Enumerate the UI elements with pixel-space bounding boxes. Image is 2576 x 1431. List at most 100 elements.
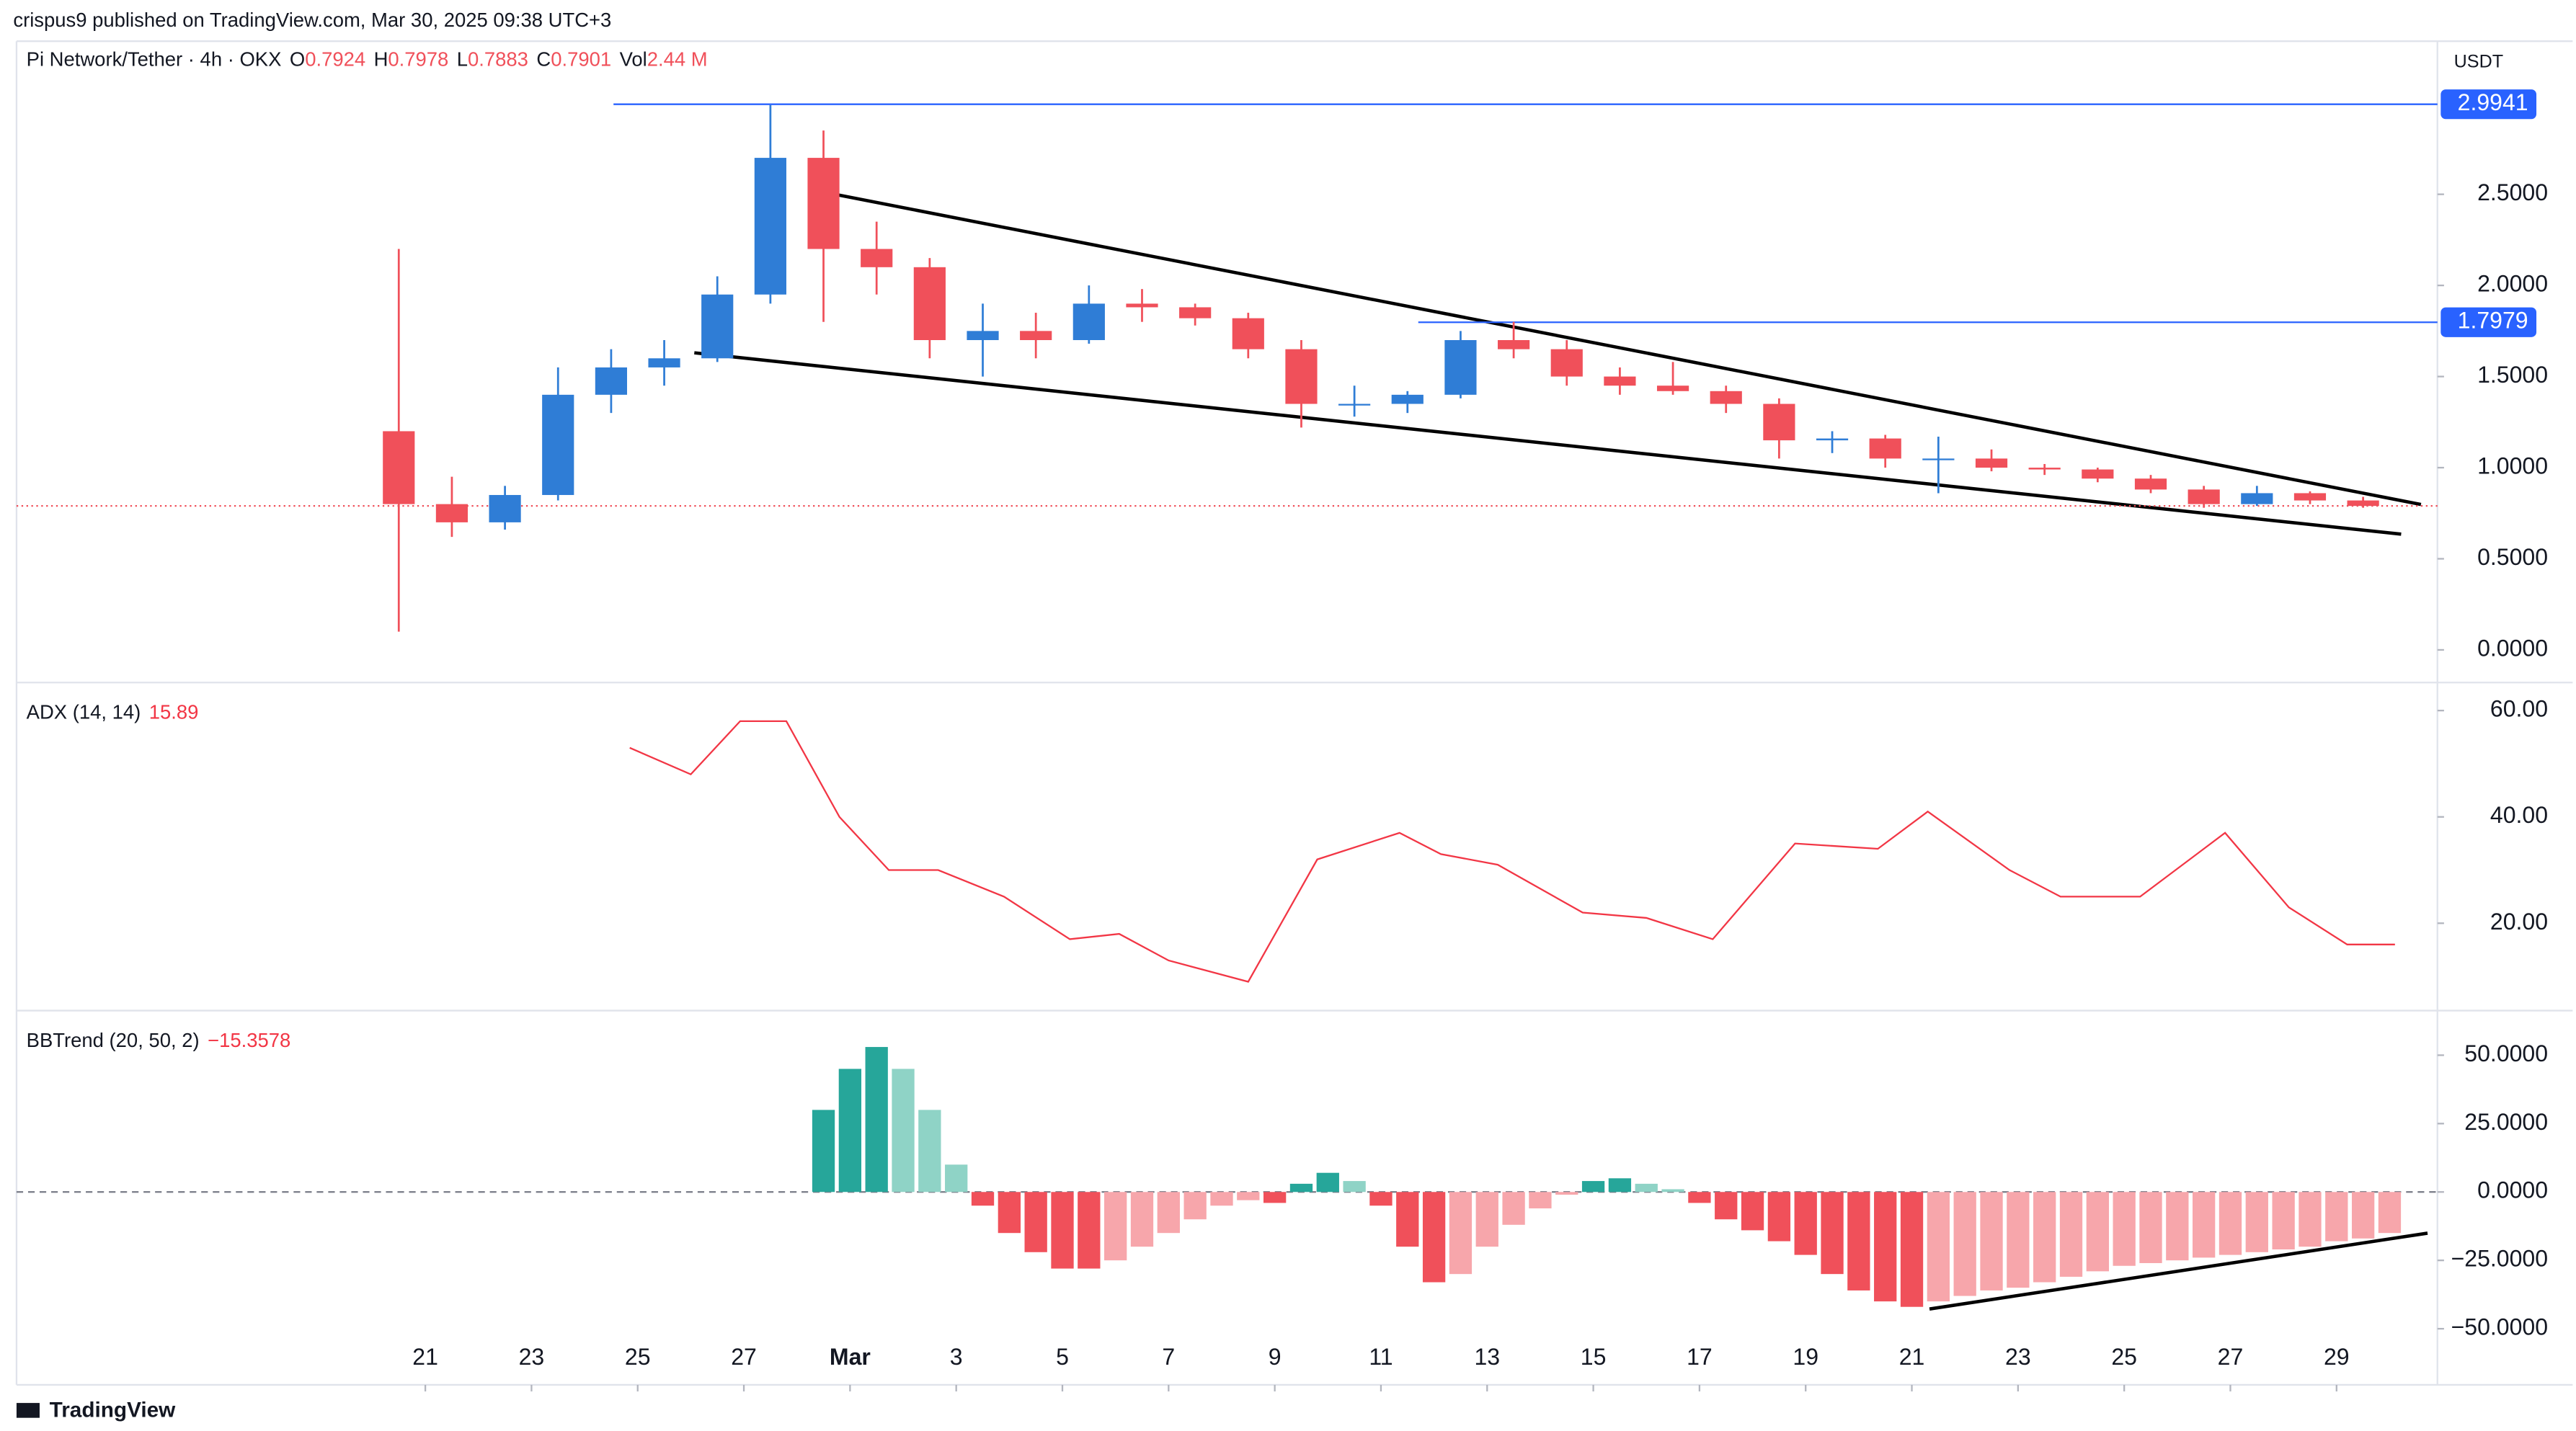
x-tick-label: 5 bbox=[1056, 1344, 1069, 1370]
bbtrend-bar bbox=[2059, 1192, 2083, 1277]
y-tick-label: 1.0000 bbox=[2477, 453, 2548, 479]
pane-legend: BBTrend (20, 50, 2) −15.3578 bbox=[27, 1029, 291, 1051]
candle-body bbox=[1710, 391, 1742, 404]
bbtrend-bar bbox=[1502, 1192, 1525, 1225]
bbtrend-bar bbox=[2219, 1192, 2242, 1255]
bbtrend-bar bbox=[1024, 1192, 1047, 1252]
x-tick-label: 23 bbox=[519, 1344, 545, 1370]
trend-line bbox=[694, 351, 2402, 536]
bbtrend-bar bbox=[1555, 1192, 1578, 1195]
bbtrend-bar bbox=[1874, 1192, 1897, 1302]
candle-body bbox=[1763, 404, 1795, 441]
bbtrend-bar bbox=[2007, 1192, 2030, 1288]
y-tick-label: 20.00 bbox=[2490, 909, 2548, 935]
candle-body bbox=[2293, 493, 2327, 501]
bbtrend-bar bbox=[1953, 1192, 1976, 1296]
pane-legend: Pi Network/Tether · 4h · OKX O0.7924 H0.79… bbox=[27, 48, 708, 71]
bbtrend-bar bbox=[1449, 1192, 1473, 1275]
bbtrend-bar bbox=[1529, 1192, 1552, 1209]
bbtrend-bar bbox=[2299, 1192, 2322, 1247]
bbtrend-bar bbox=[2193, 1192, 2216, 1258]
x-tick-label: 29 bbox=[2324, 1344, 2350, 1370]
x-tick-label: 27 bbox=[2218, 1344, 2244, 1370]
logo-text: TradingView bbox=[50, 1398, 176, 1422]
bbtrend-bar bbox=[1183, 1192, 1207, 1220]
candle-body bbox=[1285, 349, 1318, 404]
x-tick-label: 27 bbox=[731, 1344, 757, 1370]
trend-line bbox=[835, 192, 2422, 507]
candle-body bbox=[2347, 500, 2379, 507]
candle-body bbox=[1444, 339, 1477, 395]
bbtrend-bar bbox=[1741, 1192, 1764, 1231]
x-tick-label: 13 bbox=[1474, 1344, 1500, 1370]
legend-key: L bbox=[457, 48, 468, 71]
bbtrend-bar bbox=[1661, 1189, 1684, 1192]
candle-body bbox=[2028, 468, 2061, 470]
bbtrend-bar bbox=[1715, 1192, 1738, 1220]
candle-body bbox=[435, 504, 468, 522]
candle-body bbox=[701, 294, 734, 359]
currency: USDT bbox=[2454, 52, 2503, 72]
candle-body bbox=[807, 158, 840, 249]
x-tick-label: 17 bbox=[1687, 1344, 1713, 1370]
candle-body bbox=[1232, 318, 1264, 349]
bbtrend-bar bbox=[1289, 1183, 1313, 1192]
bbtrend-bar bbox=[2351, 1192, 2375, 1239]
bbtrend-bar bbox=[812, 1110, 835, 1192]
x-tick-label: 11 bbox=[1369, 1344, 1393, 1370]
bbtrend-bar bbox=[2272, 1192, 2295, 1249]
x-tick-label: 23 bbox=[2005, 1344, 2031, 1370]
x-tick-label: Mar bbox=[830, 1344, 871, 1370]
y-tick-label: 2.5000 bbox=[2477, 179, 2548, 205]
bbtrend-bar bbox=[1237, 1192, 1260, 1200]
candle-body bbox=[489, 494, 521, 522]
y-tick-label: 1.5000 bbox=[2477, 362, 2548, 388]
pane-title: BBTrend (20, 50, 2) bbox=[27, 1029, 200, 1051]
y-tick-label: 60.00 bbox=[2490, 696, 2548, 722]
bbtrend-bar bbox=[2086, 1192, 2109, 1272]
candle-body bbox=[2188, 489, 2220, 504]
y-tick-label: 50.0000 bbox=[2464, 1040, 2548, 1066]
bbtrend-bar bbox=[945, 1164, 968, 1192]
candle-body bbox=[861, 249, 893, 267]
candle-body bbox=[1975, 458, 2008, 468]
bbtrend-bar bbox=[1900, 1192, 1924, 1307]
bbtrend-bar bbox=[2113, 1192, 2136, 1266]
bbtrend-bar bbox=[2245, 1192, 2268, 1252]
candle-body bbox=[1869, 438, 1901, 459]
x-tick-label: 25 bbox=[2111, 1344, 2137, 1370]
last-value: −15.3578 bbox=[208, 1029, 290, 1051]
y-tick-label: 0.0000 bbox=[2477, 635, 2548, 661]
legend-value: 0.7924 bbox=[305, 48, 365, 71]
bbtrend-bar bbox=[1475, 1192, 1498, 1247]
bbtrend-bar bbox=[1847, 1192, 1870, 1290]
candle-body bbox=[1391, 394, 1424, 404]
price-label-bg bbox=[2440, 89, 2537, 120]
price-label: 2.9941 bbox=[2458, 89, 2528, 115]
y-tick-label: 25.0000 bbox=[2464, 1109, 2548, 1135]
y-tick-label: 0.0000 bbox=[2477, 1177, 2548, 1203]
bbtrend-bar bbox=[1369, 1192, 1393, 1206]
legend-value: 0.7901 bbox=[551, 48, 611, 71]
bbtrend-bar bbox=[865, 1047, 888, 1192]
bbtrend-bar bbox=[1794, 1192, 1817, 1255]
candle-body bbox=[1604, 376, 1636, 386]
candle-body bbox=[648, 358, 680, 367]
price-label-bg bbox=[2440, 307, 2537, 337]
bbtrend-bar bbox=[1927, 1192, 1950, 1302]
candle-body bbox=[542, 394, 574, 495]
legend-key: H bbox=[374, 48, 388, 71]
bbtrend-bar bbox=[892, 1069, 915, 1192]
bbtrend-bar bbox=[2166, 1192, 2189, 1261]
pane-legend: ADX (14, 14) 15.89 bbox=[27, 701, 199, 723]
candle-body bbox=[1072, 303, 1105, 340]
bbtrend-bar bbox=[838, 1069, 862, 1192]
last-value: 15.89 bbox=[149, 701, 199, 723]
logo: TradingView bbox=[16, 1398, 176, 1422]
y-tick-label: −50.0000 bbox=[2451, 1314, 2548, 1340]
legend-value: 0.7978 bbox=[388, 48, 448, 71]
bbtrend-bar bbox=[1316, 1172, 1339, 1192]
bbtrend-bar bbox=[1980, 1192, 2003, 1290]
pane-title: ADX (14, 14) bbox=[27, 701, 141, 723]
